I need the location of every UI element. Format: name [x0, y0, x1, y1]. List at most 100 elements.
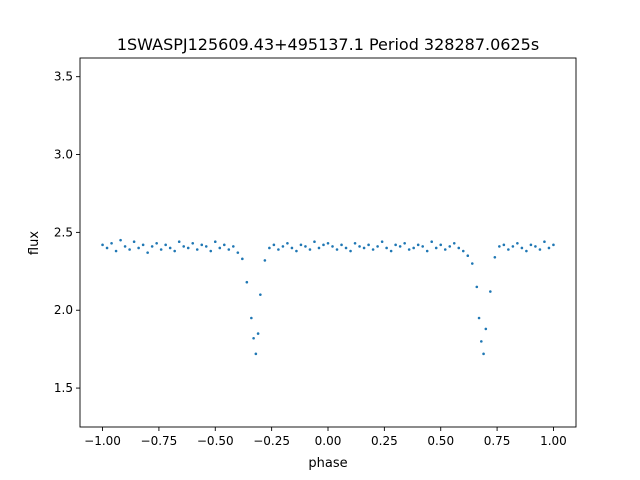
data-point	[376, 245, 379, 248]
data-point	[150, 245, 154, 248]
x-tick-label: 0.00	[315, 434, 342, 448]
data-point	[155, 241, 158, 245]
data-point	[480, 340, 483, 343]
data-point	[385, 246, 388, 250]
data-point	[195, 248, 199, 251]
data-point	[213, 240, 217, 244]
data-point	[245, 280, 249, 284]
data-point	[412, 246, 415, 250]
data-point	[344, 246, 348, 250]
data-point	[204, 245, 208, 248]
data-point	[164, 243, 167, 247]
data-point	[340, 243, 343, 247]
data-point	[308, 248, 312, 251]
data-point	[520, 246, 524, 250]
data-point	[416, 243, 420, 247]
data-point	[371, 248, 375, 251]
data-point	[295, 249, 298, 253]
data-point	[114, 249, 118, 253]
data-point	[146, 251, 149, 254]
data-point	[272, 243, 276, 247]
data-point	[322, 243, 325, 247]
data-point	[421, 245, 424, 248]
data-point	[516, 241, 519, 245]
data-point	[448, 245, 452, 248]
plot-area	[79, 57, 577, 428]
data-point	[403, 241, 406, 245]
x-tick-label: −1.00	[84, 434, 121, 448]
data-point	[168, 246, 172, 250]
data-point	[132, 240, 136, 244]
data-point	[200, 243, 204, 247]
data-point	[493, 255, 497, 259]
data-point	[186, 246, 190, 250]
data-point	[241, 257, 244, 261]
data-point	[484, 327, 488, 331]
data-point	[439, 243, 443, 247]
data-point	[502, 243, 506, 247]
y-tick-label: 2.0	[54, 303, 73, 317]
data-point	[252, 336, 255, 340]
data-point	[182, 245, 186, 248]
x-axis-ticks: −1.00 −0.75 −0.50 −0.25 0.00 0.25 0.50 0.75 1.00	[84, 427, 567, 448]
data-point	[335, 248, 339, 251]
y-tick-label: 3.0	[54, 148, 73, 162]
data-point	[191, 241, 195, 245]
x-tick-label: 0.75	[484, 434, 511, 448]
data-point	[222, 243, 226, 247]
data-point	[173, 249, 176, 253]
data-point	[317, 246, 321, 250]
data-point	[434, 246, 438, 250]
data-point	[380, 240, 384, 244]
data-point	[313, 240, 316, 244]
data-point	[358, 245, 361, 248]
x-tick-label: −0.25	[253, 434, 290, 448]
data-point	[425, 249, 429, 253]
data-point	[498, 245, 501, 248]
data-point	[232, 245, 235, 248]
data-point	[482, 352, 485, 356]
data-point	[443, 248, 447, 251]
data-point	[105, 246, 109, 250]
data-point	[290, 246, 294, 250]
x-tick-label: 0.50	[427, 434, 454, 448]
data-point	[452, 241, 456, 245]
data-point	[119, 238, 122, 242]
data-point	[534, 245, 537, 248]
data-point	[123, 245, 127, 248]
data-point	[543, 240, 546, 244]
data-point	[331, 245, 334, 248]
data-point	[407, 248, 411, 251]
data-point	[389, 249, 393, 253]
y-tick-label: 3.5	[54, 70, 73, 84]
data-point	[304, 245, 307, 248]
y-axis-label: flux	[27, 231, 42, 255]
data-point	[128, 248, 131, 251]
data-point	[277, 248, 280, 251]
y-axis-ticks: 1.5 2.0 2.5 3.0 3.5	[54, 70, 80, 395]
y-tick-label: 1.5	[54, 381, 73, 395]
data-point	[538, 248, 542, 251]
data-point	[250, 316, 253, 320]
data-point	[430, 240, 434, 244]
data-point	[141, 243, 145, 247]
data-point	[299, 243, 303, 247]
data-point	[461, 249, 465, 253]
data-point	[349, 249, 352, 253]
data-point	[457, 246, 461, 250]
data-point	[547, 246, 551, 250]
data-point	[256, 332, 260, 335]
data-point	[227, 248, 231, 251]
data-point	[326, 241, 330, 245]
data-point	[268, 246, 271, 250]
data-point	[177, 240, 181, 244]
data-point	[159, 248, 163, 251]
data-point	[394, 243, 397, 247]
x-tick-label: −0.50	[197, 434, 234, 448]
data-point	[367, 243, 370, 247]
data-point	[362, 246, 366, 250]
data-point	[286, 241, 289, 245]
data-point	[507, 248, 510, 251]
data-point	[281, 245, 285, 248]
